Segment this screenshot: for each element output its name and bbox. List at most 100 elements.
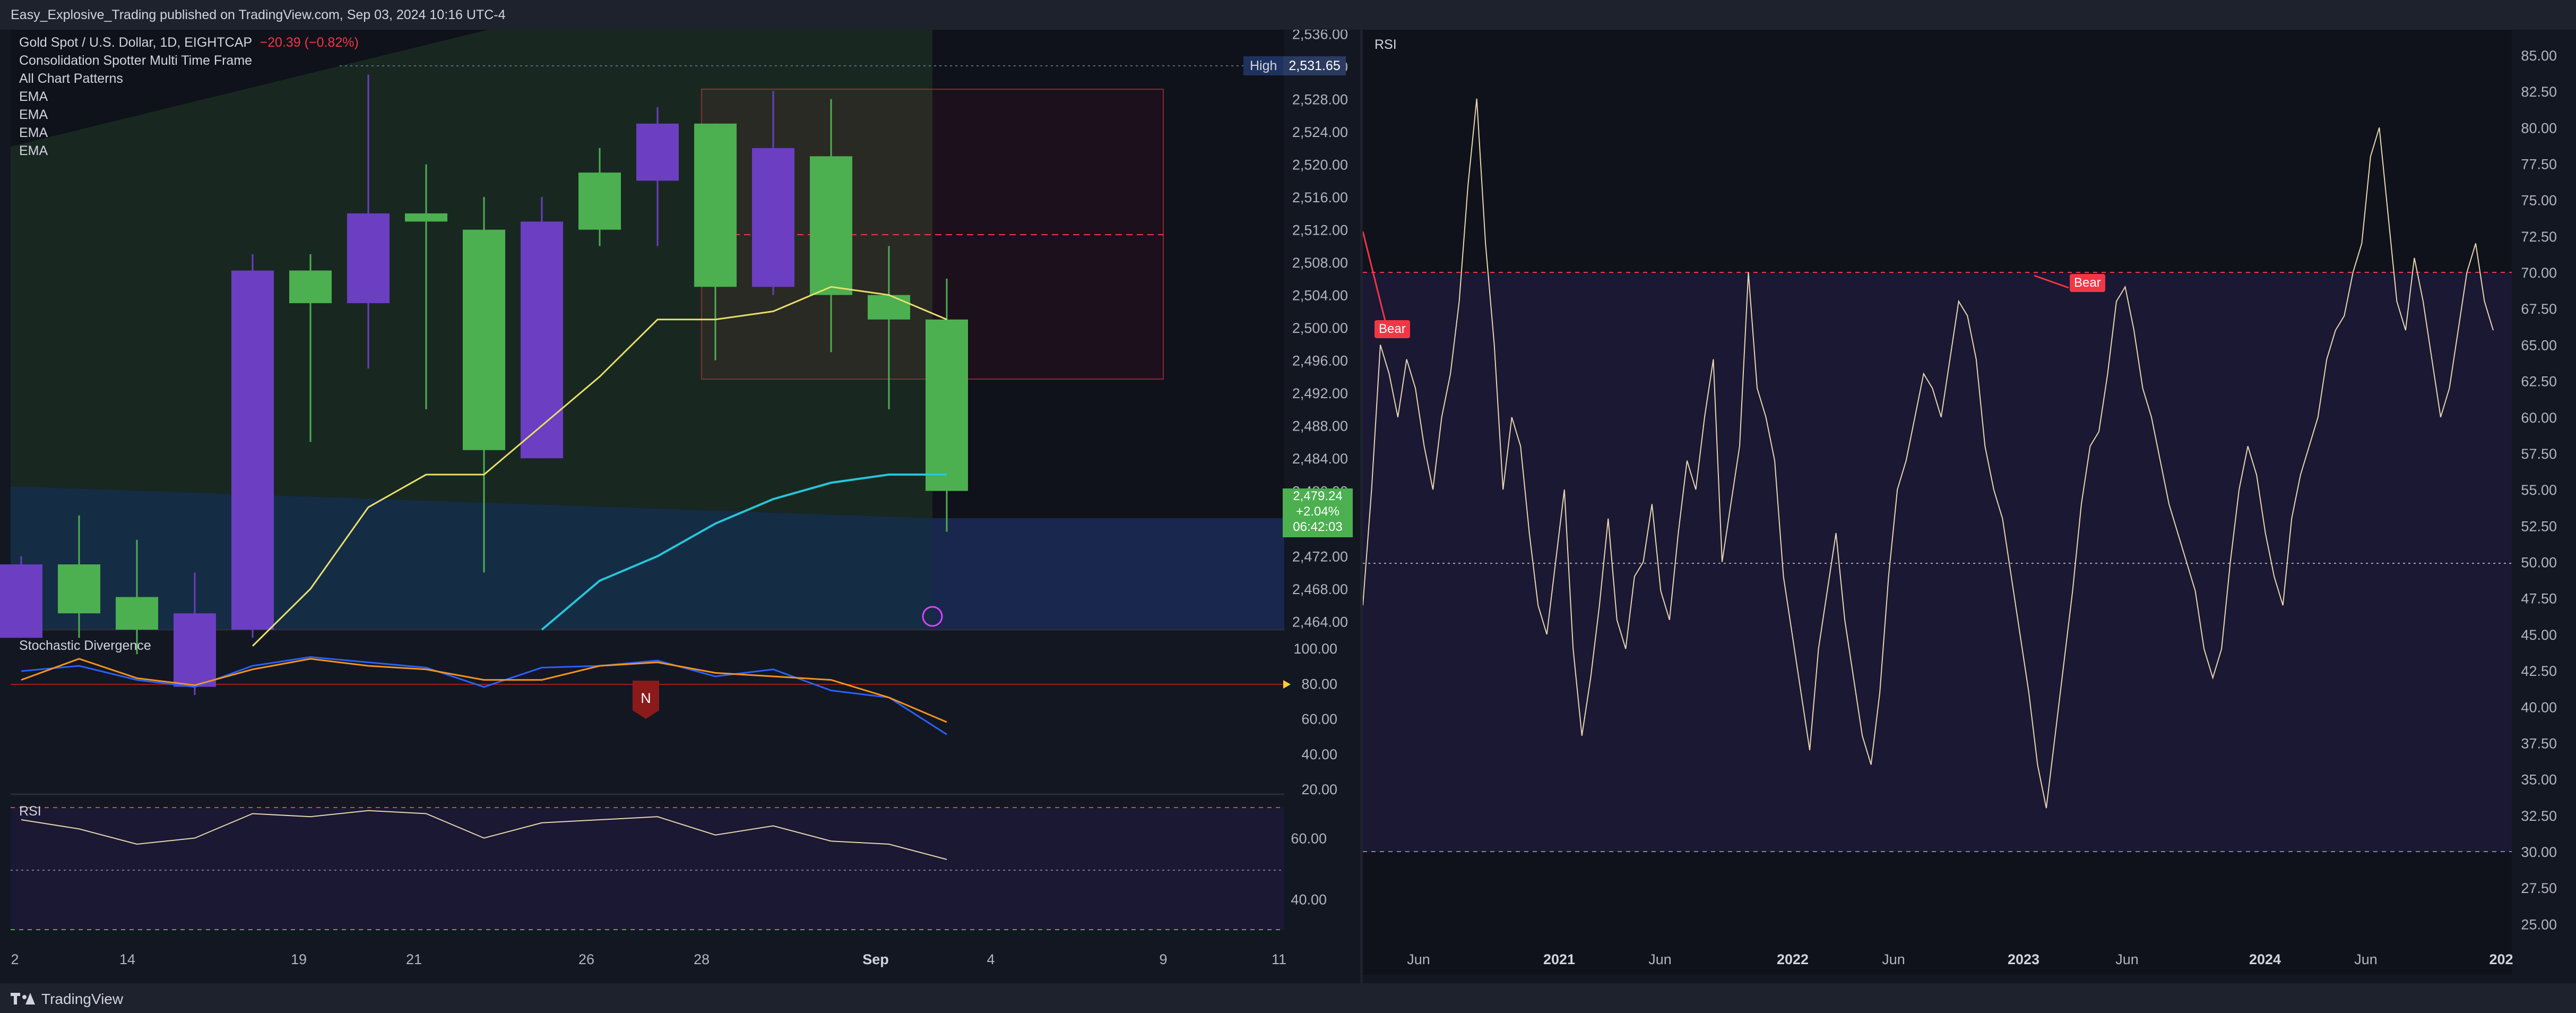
price-tick-label: 2,524.00	[1292, 124, 1348, 140]
time-tick-label: 11	[1272, 951, 1286, 967]
rsi-time-tick-label: Jun	[2354, 951, 2378, 967]
price-tick-label: 2,496.00	[1292, 353, 1348, 369]
stoch-tick-label: 80.00	[1301, 676, 1337, 692]
rsi-tick-label: 72.50	[2521, 229, 2557, 245]
rsi-tick-label: 65.00	[2521, 337, 2557, 353]
candle-body	[752, 148, 794, 287]
rsi-tick-label: 55.00	[2521, 482, 2557, 498]
rsi-tick-label: 30.00	[2521, 844, 2557, 860]
legend-indicator[interactable]: EMA	[19, 89, 48, 104]
high-price-label: High 2,531.65	[1243, 56, 1346, 75]
rsi-tick-label: 50.00	[2521, 555, 2557, 571]
candle-body	[694, 123, 737, 287]
rsi-tick-label: 62.50	[2521, 374, 2557, 390]
right-rsi-panel[interactable]: 85.00 82.50 80.00 77.50 75.00 72.50 70.00 67.50…	[1363, 30, 2576, 983]
high-value: 2,531.65	[1283, 56, 1346, 75]
tradingview-brand[interactable]: TradingView	[11, 991, 123, 1008]
bear-divergence-line	[2034, 274, 2069, 289]
rsi-axis[interactable]: 85.00 82.50 80.00 77.50 75.00 72.50 70.00 67.50…	[2521, 48, 2557, 933]
bar-countdown: 06:42:03	[1293, 520, 1343, 534]
time-tick-label: 2	[11, 951, 19, 967]
rsi-tick-label: 75.00	[2521, 193, 2557, 209]
legend-indicator[interactable]: All Chart Patterns	[19, 71, 123, 86]
bear-divergence-line	[1363, 231, 1388, 328]
candle-body	[636, 123, 679, 181]
time-axis[interactable]: 2 14 19 21 26 28 Sep 4 9 11	[11, 951, 1286, 967]
rsi-time-tick-label: 2024	[2249, 951, 2281, 967]
candle-body	[578, 173, 621, 230]
legend-change: −20.39 (−0.82%)	[260, 35, 359, 50]
price-tick-label: 2,488.00	[1292, 418, 1348, 434]
rsi-tick-label: 57.50	[2521, 446, 2557, 462]
rsi-time-tick-label: Jun	[1407, 951, 1430, 967]
stoch-tick-label: 60.00	[1301, 711, 1337, 727]
time-tick-label: 28	[694, 951, 710, 967]
tradingview-logo-icon	[11, 992, 35, 1007]
rsi-tick-label: 25.00	[2521, 916, 2557, 932]
rsi-time-tick-label: 2022	[1777, 951, 1809, 967]
legend-indicator[interactable]: EMA	[19, 107, 48, 122]
rsi-series	[1363, 98, 2494, 809]
price-tick-label: 2,464.00	[1292, 614, 1348, 630]
rsi-tick-label: 45.00	[2521, 627, 2557, 643]
bear-tag: Bear	[2070, 274, 2105, 292]
rsi-tick-label: 82.50	[2521, 84, 2557, 100]
stoch-current-marker	[1283, 680, 1291, 689]
stoch-pane-title[interactable]: Stochastic Divergence	[19, 638, 151, 653]
legend-symbol[interactable]: Gold Spot / U.S. Dollar, 1D, EIGHTCAP −2…	[19, 35, 359, 50]
rsi-tick-label: 35.00	[2521, 772, 2557, 788]
candle-body	[347, 213, 390, 304]
stoch-tick-label: 20.00	[1301, 782, 1337, 797]
rsi-small-series	[21, 810, 947, 860]
rsi-small-pane-title[interactable]: RSI	[19, 804, 41, 819]
price-tick-label: 2,504.00	[1292, 288, 1348, 304]
alert-icon[interactable]	[922, 606, 943, 627]
time-tick-label: 14	[119, 951, 135, 967]
price-tick-label: 2,472.00	[1292, 549, 1348, 565]
price-tick-label: 2,516.00	[1292, 190, 1348, 205]
attribution-bar: Easy_Explosive_Trading published on Trad…	[0, 0, 2576, 30]
stoch-tick-label: 100.00	[1293, 641, 1337, 657]
legend-symbol-name: Gold Spot / U.S. Dollar, 1D, EIGHTCAP	[19, 35, 252, 50]
last-price-change: +2.04%	[1295, 504, 1340, 519]
left-chart-panel[interactable]: N 2,536.002,532.002,528.002,524.002,520.…	[0, 30, 1360, 983]
rsi-band	[1363, 272, 2512, 852]
candlestick-series	[0, 74, 968, 695]
candle-body	[405, 213, 447, 222]
candle-body	[116, 597, 158, 630]
price-tick-label: 2,484.00	[1292, 451, 1348, 467]
stoch-axis[interactable]: 100.00 80.00 60.00 40.00 20.00	[1293, 641, 1337, 797]
time-tick-label: 19	[291, 951, 307, 967]
attribution-text: Easy_Explosive_Trading published on Trad…	[11, 7, 506, 22]
price-tick-label: 2,528.00	[1292, 92, 1348, 108]
price-tick-label: 2,536.00	[1292, 30, 1348, 42]
rsi-tick-label: 67.50	[2521, 301, 2557, 317]
legend-indicator[interactable]: EMA	[19, 125, 48, 140]
divergence-marker: N	[633, 681, 659, 719]
price-tick-label: 2,500.00	[1292, 320, 1348, 336]
time-tick-label: 26	[578, 951, 594, 967]
legend-indicator[interactable]: EMA	[19, 143, 48, 158]
price-tick-label: 2,492.00	[1292, 385, 1348, 401]
last-price-box: 2,479.24 +2.04% 06:42:03	[1283, 488, 1353, 537]
price-tick-label: 2,468.00	[1292, 581, 1348, 597]
rsi-tick-label: 77.50	[2521, 156, 2557, 172]
ema-yellow-line	[252, 286, 947, 647]
rsi-tick-label: 40.00	[2521, 699, 2557, 715]
stochastic-lines	[21, 656, 947, 735]
rsi-tick-label: 80.00	[2521, 120, 2557, 136]
high-label: High	[1243, 56, 1284, 75]
rsi-pane-title[interactable]: RSI	[1375, 37, 1397, 52]
rsi-tick-label: 42.50	[2521, 663, 2557, 679]
last-price: 2,479.24	[1293, 489, 1343, 503]
brand-label: TradingView	[41, 991, 124, 1007]
candle-body	[0, 564, 42, 638]
rsi-time-tick-label: Jun	[1648, 951, 1672, 967]
rsi-line	[1363, 98, 2494, 809]
price-tick-label: 2,520.00	[1292, 157, 1348, 173]
legend-indicator[interactable]: Consolidation Spotter Multi Time Frame	[19, 53, 253, 68]
rsi-small-tick-label: 40.00	[1291, 892, 1327, 908]
rsi-tick-label: 52.50	[2521, 518, 2557, 534]
rsi-time-axis[interactable]: Jun 2021 Jun 2022 Jun 2023 Jun 2024 Jun 202	[1407, 951, 2513, 967]
rsi-small-axis[interactable]: 60.00 40.00	[1291, 831, 1327, 908]
